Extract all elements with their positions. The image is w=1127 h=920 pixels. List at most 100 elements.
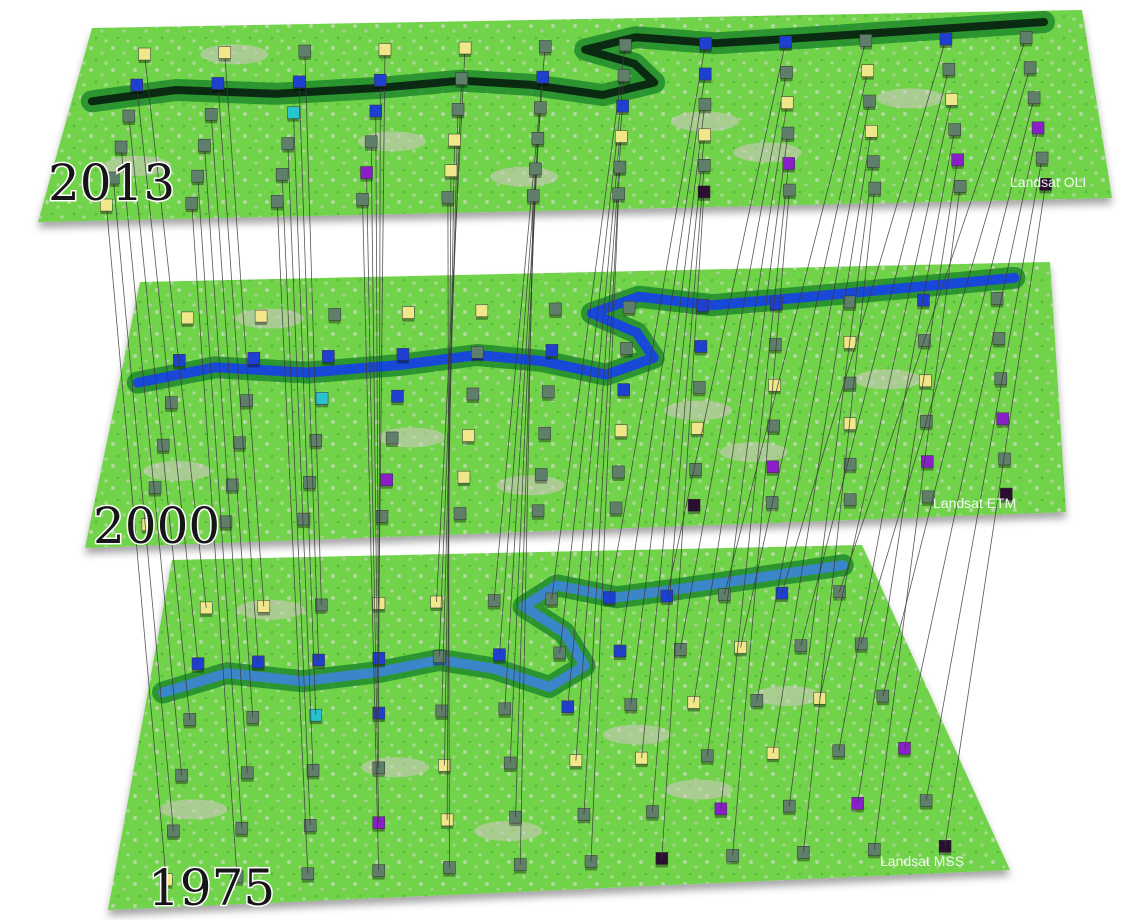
sample-marker-2013 — [697, 185, 711, 199]
connector-line — [375, 111, 380, 714]
connector-line — [641, 134, 706, 759]
sample-marker-1975 — [252, 655, 265, 669]
sample-marker-2013 — [1039, 178, 1052, 191]
bare-ground-patch — [200, 44, 269, 65]
year-label-1975: 1975 — [148, 859, 275, 917]
connector-line — [362, 199, 380, 871]
sample-marker-2000 — [620, 342, 633, 355]
connector-line — [661, 191, 705, 859]
sample-marker-2000 — [696, 299, 709, 312]
sample-marker-2013 — [275, 168, 289, 181]
bare-ground-patch — [496, 475, 565, 496]
sample-marker-2013 — [287, 106, 300, 119]
connector-line — [652, 165, 705, 812]
sample-marker-2013 — [953, 180, 967, 193]
sample-marker-2013 — [1027, 91, 1041, 104]
connector-line — [756, 100, 870, 701]
bare-ground-patch — [159, 799, 228, 820]
sample-marker-2013 — [444, 164, 458, 177]
sample-marker-2000 — [303, 476, 316, 489]
sample-marker-2000 — [689, 463, 702, 476]
sample-marker-2013 — [861, 64, 874, 78]
sample-marker-2013 — [951, 153, 964, 167]
connector-line — [366, 172, 380, 823]
sample-marker-2000 — [380, 473, 393, 486]
bare-ground-patch — [235, 308, 304, 329]
sample-marker-2000 — [692, 381, 706, 394]
sample-marker-2000 — [322, 350, 335, 363]
sample-marker-2000 — [917, 293, 930, 307]
connector-line — [781, 38, 947, 594]
connector-line — [679, 72, 787, 650]
connector-line — [800, 69, 950, 646]
connector-line — [293, 112, 317, 716]
sample-marker-2013 — [122, 109, 136, 123]
bare-ground-patch — [602, 724, 671, 745]
sample-marker-2000 — [156, 438, 170, 452]
sample-marker-2013 — [270, 195, 284, 208]
connector-line — [706, 133, 789, 756]
connector-line — [666, 41, 787, 597]
sample-marker-2013 — [698, 159, 711, 172]
sample-marker-2013 — [204, 108, 218, 121]
connector-line — [693, 102, 788, 703]
connector-line — [447, 197, 450, 868]
sample-marker-2013 — [536, 70, 550, 84]
sample-marker-2000 — [921, 455, 934, 468]
sample-marker-2013 — [868, 181, 882, 195]
connector-line — [304, 51, 322, 605]
connector-line — [281, 174, 311, 826]
sample-marker-2013 — [779, 35, 792, 49]
sample-point-connectors — [105, 37, 1046, 880]
bare-ground-patch — [664, 400, 733, 421]
bare-ground-patch — [236, 599, 305, 620]
connector-line — [112, 177, 174, 831]
sample-marker-2013 — [866, 155, 880, 168]
sample-marker-2013 — [378, 43, 392, 56]
sample-marker-2013 — [185, 196, 198, 210]
sample-marker-2013 — [781, 126, 795, 140]
sample-marker-2013 — [613, 160, 627, 174]
bare-ground-patch — [361, 757, 430, 778]
connector-line — [575, 136, 622, 761]
sample-marker-2000 — [612, 465, 625, 479]
sample-marker-2013 — [698, 98, 712, 111]
sample-marker-2000 — [694, 340, 708, 353]
connector-line — [551, 44, 626, 600]
sample-marker-2000 — [765, 496, 779, 509]
sample-marker-2000 — [843, 295, 857, 309]
sample-marker-2000 — [471, 346, 484, 359]
river-channel-1975 — [158, 560, 848, 698]
sample-marker-2000 — [240, 394, 253, 407]
markers-2013 — [100, 31, 1052, 215]
sample-marker-2000 — [247, 352, 261, 365]
connector-line — [298, 81, 319, 661]
sample-marker-2013 — [218, 46, 231, 59]
sample-marker-2013 — [298, 44, 312, 58]
texture-1975 — [108, 545, 1010, 910]
sensor-label-2013: Landsat OLI — [1010, 174, 1086, 190]
year-label-2000: 2000 — [93, 497, 220, 555]
layer-1975 — [108, 545, 1010, 910]
sample-marker-2013 — [138, 47, 151, 61]
connector-line — [819, 99, 953, 699]
river-channel-2000 — [132, 272, 1020, 388]
sample-marker-2013 — [211, 77, 225, 90]
connector-line — [788, 161, 874, 807]
sample-marker-2013 — [948, 123, 961, 136]
connector-line — [904, 127, 1039, 749]
sample-marker-2013 — [1031, 121, 1045, 135]
sample-marker-2013 — [198, 138, 211, 152]
sample-marker-2000 — [687, 498, 701, 512]
bare-ground-patch — [876, 88, 945, 109]
sample-marker-2013 — [451, 103, 465, 116]
sample-marker-2000 — [766, 460, 780, 473]
connector-line — [287, 143, 314, 771]
sample-marker-2013 — [942, 62, 956, 76]
sample-marker-2013 — [529, 162, 542, 176]
sample-marker-2013 — [448, 133, 461, 147]
connector-line — [105, 205, 167, 880]
sample-marker-2000 — [992, 332, 1006, 345]
connector-line — [128, 115, 191, 720]
connector-line — [590, 193, 620, 862]
